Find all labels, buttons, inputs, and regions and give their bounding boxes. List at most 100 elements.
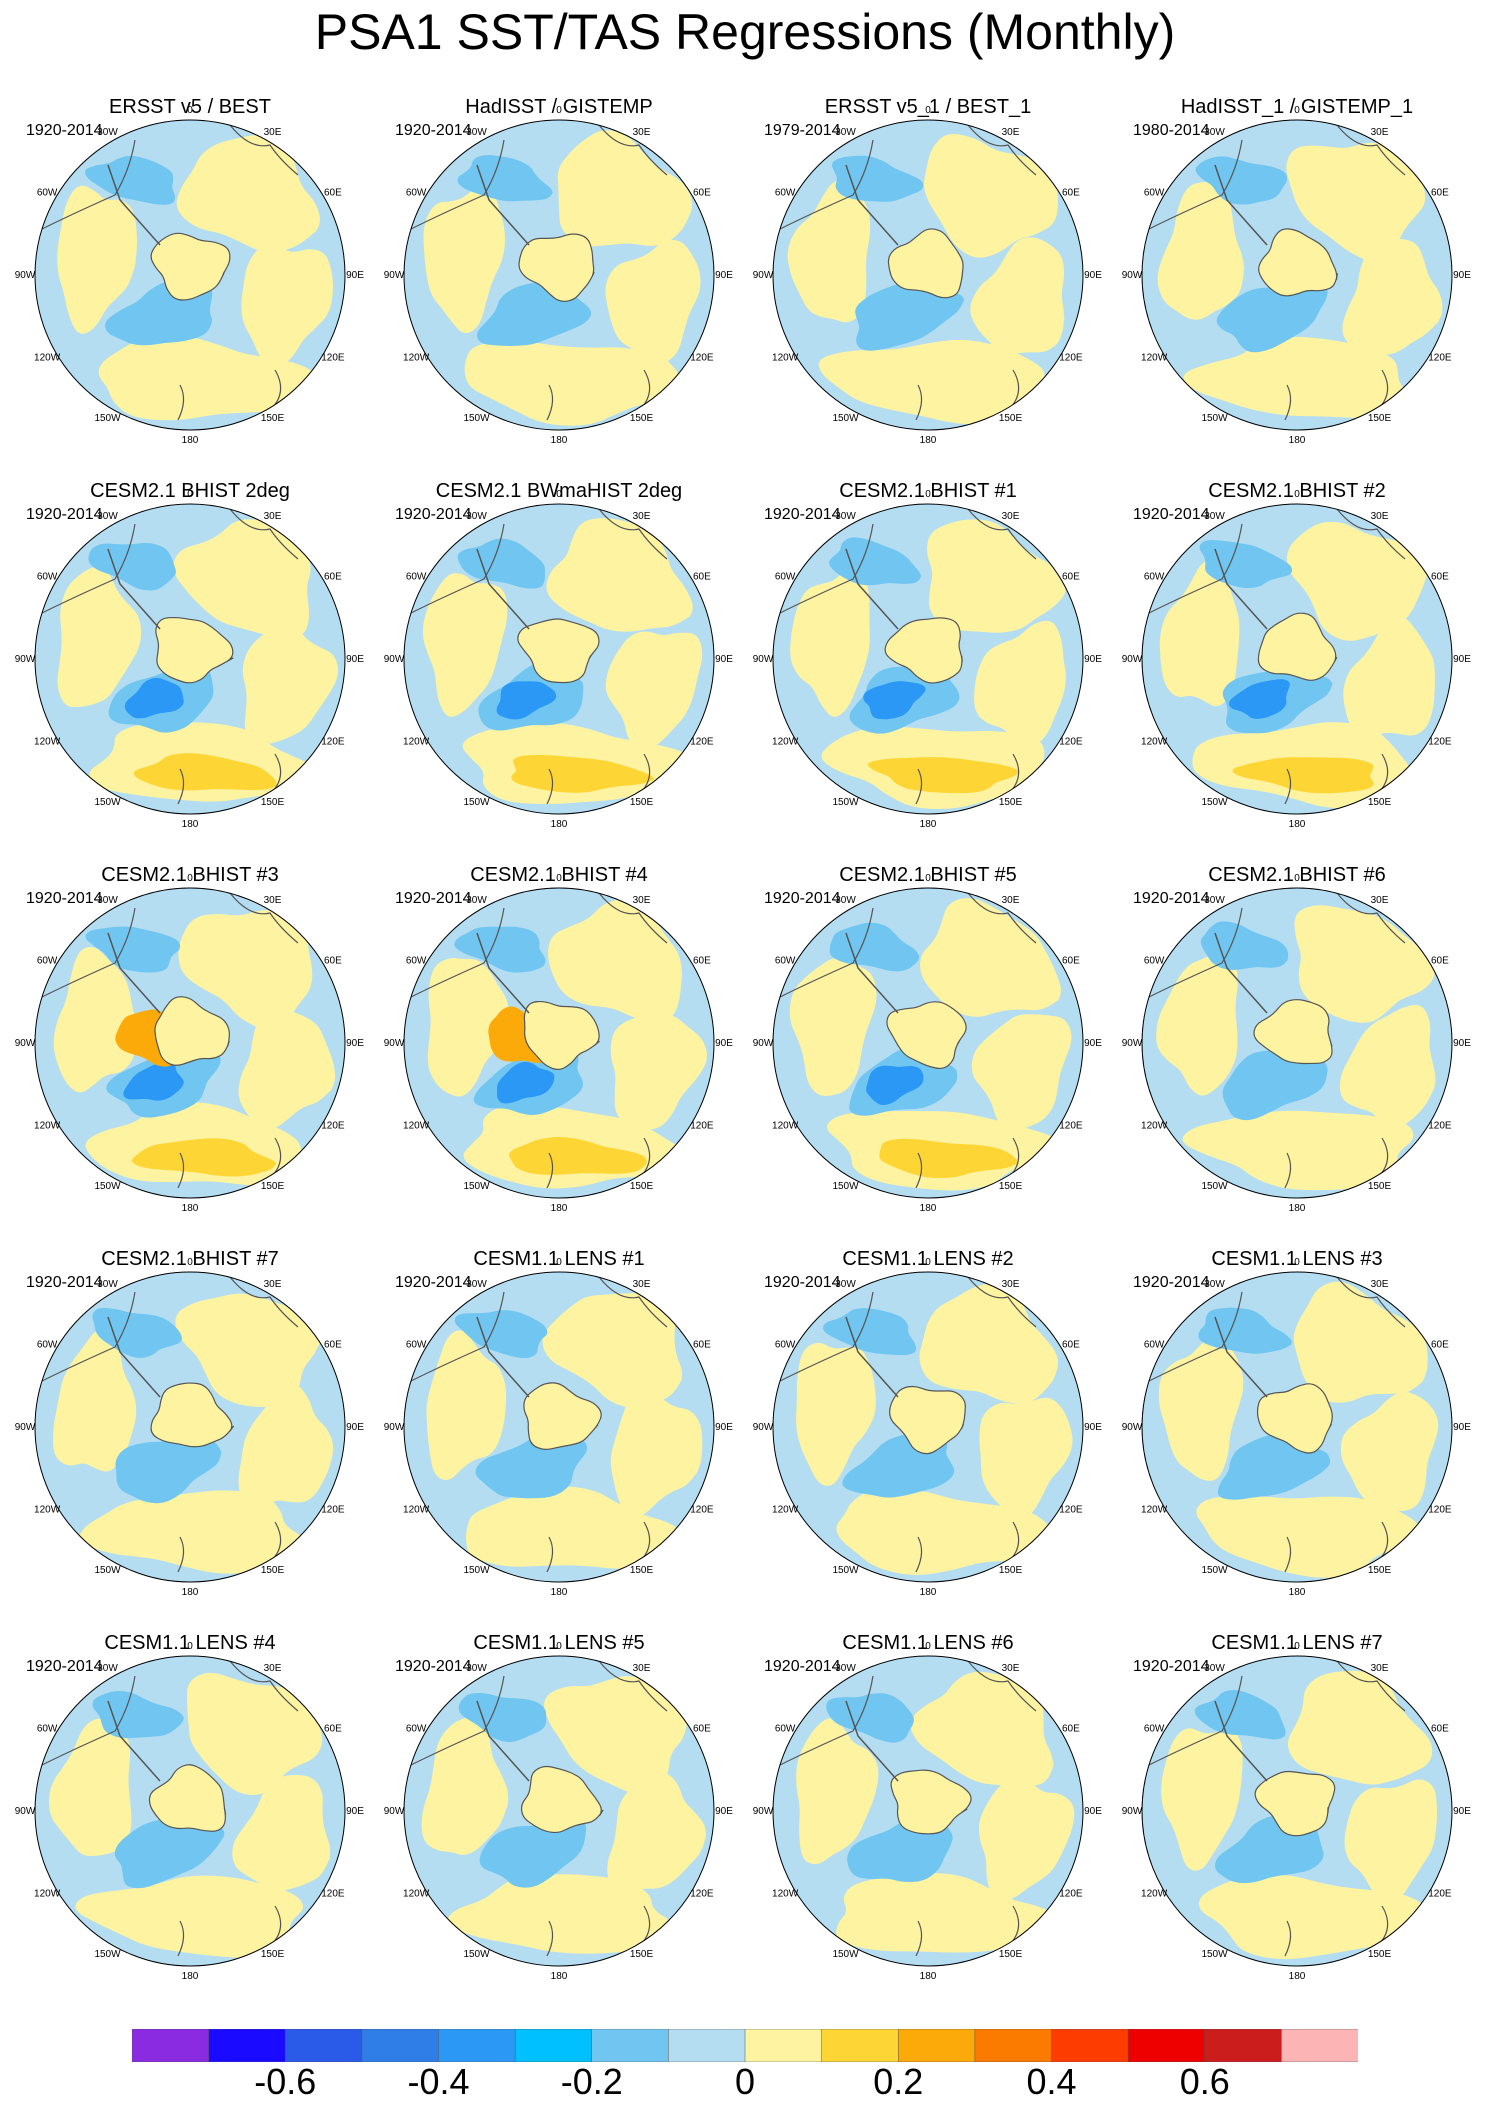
new-zealand-coastline — [546, 768, 554, 805]
longitude-label: 60W — [406, 1724, 427, 1735]
panel-title: CESM2.1 BHIST #1 — [839, 480, 1017, 502]
warm-anomaly-region — [910, 1671, 1055, 1787]
warm-anomaly-region — [1182, 1110, 1414, 1191]
longitude-label: 30E — [1371, 1663, 1389, 1674]
longitude-label: 150W — [1201, 1949, 1228, 1960]
africa-coastline — [598, 508, 668, 560]
map-panel: CESM2.1 BHIST #1 1920-2014 0 30E 60E 90E 120E 1… — [753, 479, 1103, 849]
longitude-label: 30W — [835, 511, 856, 522]
antarctic-peninsula — [107, 1700, 161, 1782]
longitude-label: 90E — [1084, 654, 1102, 665]
strong-warm-anomaly — [879, 1138, 1019, 1179]
longitude-label: 60W — [406, 188, 427, 199]
antarctic-peninsula — [476, 932, 530, 1014]
longitude-label: 60W — [775, 956, 796, 967]
map-frame — [1141, 1655, 1453, 1967]
longitude-label: 30W — [466, 127, 487, 138]
longitude-label: 30W — [97, 895, 118, 906]
longitude-label: 90W — [753, 654, 774, 665]
longitude-label: 30E — [264, 127, 282, 138]
longitude-label: 150W — [463, 1949, 490, 1960]
longitude-label: 120E — [690, 1505, 714, 1516]
africa-coastline — [598, 124, 668, 176]
longitude-label: 90E — [346, 654, 364, 665]
longitude-label: 150E — [261, 1181, 285, 1192]
warm-anomaly-region — [546, 518, 696, 632]
longitude-label: 120E — [690, 1889, 714, 1900]
longitude-label: 90E — [346, 1038, 364, 1049]
warm-anomaly-region — [836, 1873, 1068, 1953]
longitude-label: 120E — [1059, 1505, 1083, 1516]
longitude-label: 0 — [1294, 1641, 1300, 1652]
new-zealand-coastline — [1284, 768, 1292, 805]
panel-title: ERSST v5 / BEST — [109, 96, 271, 118]
colorbar-swatch — [1127, 2029, 1206, 2062]
south-america-coastline — [1146, 907, 1243, 999]
longitude-label: 120W — [1141, 737, 1168, 748]
longitude-label: 120E — [321, 1121, 345, 1132]
antarctica-outline — [518, 233, 595, 302]
longitude-label: 90E — [715, 1806, 733, 1817]
panel-period: 1920-2014 — [395, 122, 472, 139]
longitude-label: 150E — [630, 1565, 654, 1576]
longitude-label: 90E — [1453, 1038, 1471, 1049]
warm-anomaly-region — [920, 898, 1064, 1017]
longitude-label: 90E — [346, 1422, 364, 1433]
map-frame — [34, 1271, 346, 1583]
panel-title: CESM2.1 BHIST #6 — [1208, 864, 1386, 886]
longitude-label: 0 — [556, 105, 562, 116]
longitude-label: 60W — [37, 188, 58, 199]
longitude-label: 180 — [920, 1203, 937, 1214]
africa-coastline — [1336, 124, 1406, 176]
warm-anomaly-region — [836, 1488, 1055, 1575]
longitude-label: 120W — [34, 737, 61, 748]
new-zealand-coastline — [915, 1152, 923, 1189]
longitude-label: 90E — [715, 270, 733, 281]
map-frame — [403, 1271, 715, 1583]
south-america-coastline — [1146, 1291, 1243, 1383]
south-america-coastline — [1146, 139, 1243, 231]
antarctic-peninsula — [845, 164, 899, 246]
longitude-label: 60E — [1431, 572, 1449, 583]
polar-map: 0 30E 60E 90E 120E 150E 180 150W 120W 90W 60W 30W — [753, 489, 1103, 830]
strong-warm-anomaly — [511, 754, 657, 793]
longitude-label: 120W — [403, 353, 430, 364]
panel-title: CESM1.1 LENS #6 — [842, 1632, 1014, 1654]
polar-map: 0 30E 60E 90E 120E 150E 180 150W 120W 90W 60W 30W — [1122, 105, 1472, 446]
longitude-label: 120E — [1059, 1889, 1083, 1900]
warm-anomaly-region — [1293, 1281, 1428, 1403]
longitude-label: 150W — [94, 1181, 121, 1192]
colorbar-tick-label: -0.6 — [254, 2061, 317, 2102]
longitude-label: 120W — [403, 1121, 430, 1132]
antarctic-peninsula — [845, 932, 899, 1014]
longitude-label: 180 — [551, 1587, 568, 1598]
longitude-label: 120W — [403, 737, 430, 748]
panel-period: 1920-2014 — [26, 1274, 103, 1291]
longitude-label: 150E — [999, 1181, 1023, 1192]
south-america-coastline — [408, 139, 505, 231]
new-zealand-coastline — [177, 1152, 185, 1189]
longitude-label: 180 — [551, 1203, 568, 1214]
map-panel: CESM1.1 LENS #4 1920-2014 0 30E 60E 90E 120E 15… — [15, 1631, 365, 2001]
warm-anomaly-region — [790, 568, 871, 717]
cool-anomaly-region — [829, 537, 922, 586]
panel-period: 1920-2014 — [764, 1274, 841, 1291]
longitude-label: 180 — [920, 1971, 937, 1982]
longitude-label: 60W — [406, 572, 427, 583]
new-zealand-coastline — [546, 1536, 554, 1573]
longitude-label: 30E — [1371, 511, 1389, 522]
warm-anomaly-region — [610, 1013, 707, 1130]
longitude-label: 90W — [384, 1806, 405, 1817]
longitude-label: 180 — [182, 435, 199, 446]
warm-anomaly-region — [557, 130, 693, 247]
longitude-label: 90W — [384, 1422, 405, 1433]
antarctic-peninsula — [845, 548, 899, 630]
polar-map: 0 30E 60E 90E 120E 150E 180 150W 120W 90W 60W 30W — [753, 105, 1103, 446]
longitude-label: 150W — [832, 1181, 859, 1192]
longitude-label: 60E — [1431, 188, 1449, 199]
cool-anomaly-region — [1222, 1050, 1328, 1121]
longitude-label: 120W — [772, 1121, 799, 1132]
africa-coastline — [967, 1276, 1037, 1328]
warm-anomaly-region — [48, 1718, 132, 1856]
longitude-label: 90W — [15, 1806, 36, 1817]
